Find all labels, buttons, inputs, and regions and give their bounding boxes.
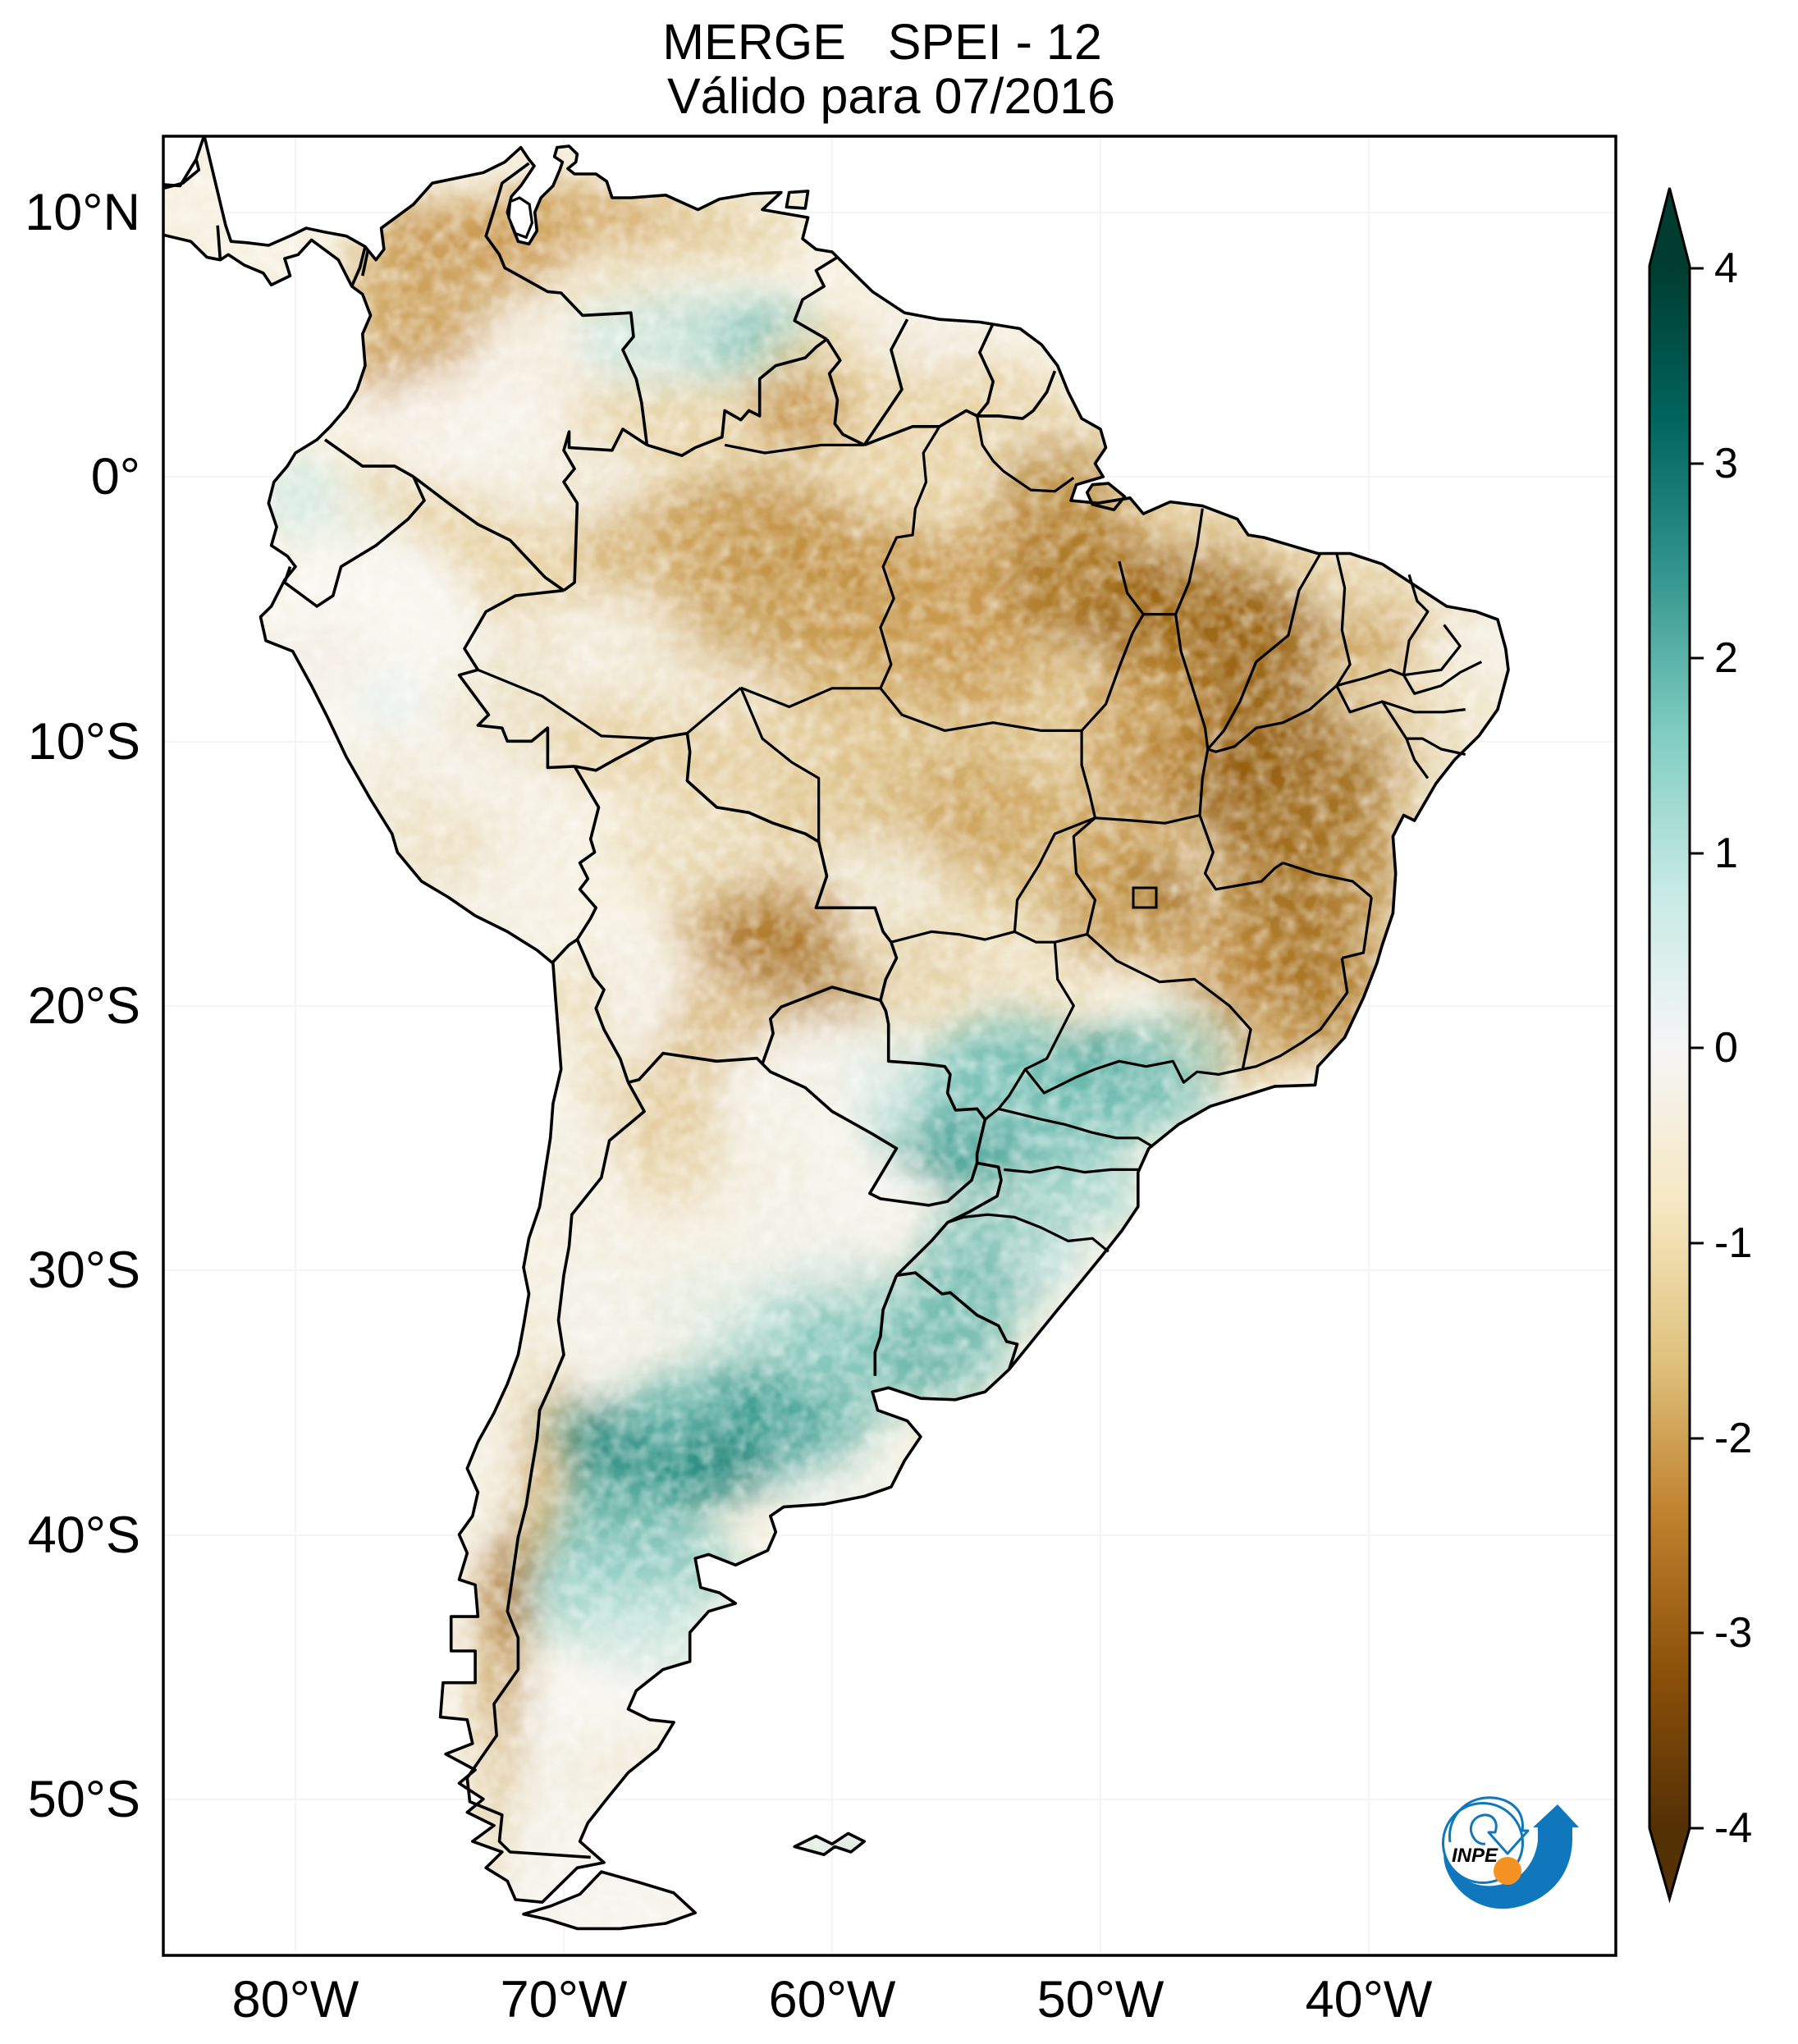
svg-text:30°S: 30°S — [28, 1241, 140, 1299]
svg-text:10°N: 10°N — [25, 184, 140, 241]
svg-text:0: 0 — [1714, 1024, 1738, 1072]
svg-text:60°W: 60°W — [769, 1971, 896, 2028]
svg-text:40°S: 40°S — [28, 1507, 140, 1564]
svg-text:-3: -3 — [1714, 1609, 1752, 1657]
svg-text:20°S: 20°S — [28, 977, 140, 1035]
svg-text:40°W: 40°W — [1306, 1971, 1433, 2028]
svg-text:3: 3 — [1714, 440, 1738, 487]
svg-text:-2: -2 — [1714, 1415, 1752, 1462]
svg-text:70°W: 70°W — [501, 1971, 628, 2028]
svg-text:2: 2 — [1714, 634, 1738, 682]
svg-text:MERGE SPEI - 12: MERGE SPEI - 12 — [662, 14, 1102, 70]
svg-text:50°W: 50°W — [1037, 1971, 1164, 2028]
svg-text:80°W: 80°W — [232, 1971, 359, 2028]
svg-text:10°S: 10°S — [28, 713, 140, 771]
svg-text:4: 4 — [1714, 245, 1738, 292]
svg-text:0°: 0° — [91, 448, 140, 505]
svg-text:Válido para 07/2016: Válido para 07/2016 — [667, 68, 1115, 124]
svg-text:50°S: 50°S — [28, 1771, 140, 1828]
svg-text:1: 1 — [1714, 830, 1738, 877]
svg-text:INPE: INPE — [1452, 1845, 1498, 1867]
svg-text:-4: -4 — [1714, 1804, 1752, 1852]
svg-text:-1: -1 — [1714, 1219, 1752, 1267]
